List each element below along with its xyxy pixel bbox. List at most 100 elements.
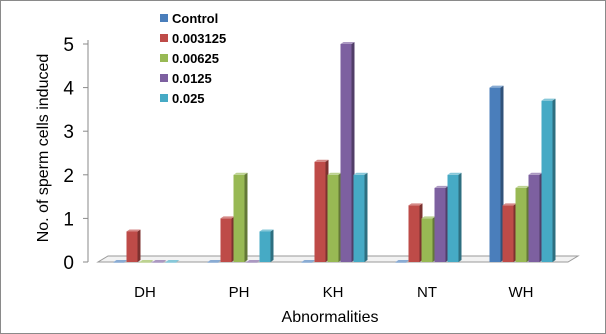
bar [353, 172, 368, 262]
y-tick-label: 1 [63, 209, 74, 230]
y-tick-label: 4 [63, 79, 74, 100]
y-axis-label: No. of sperm cells induced [35, 54, 52, 243]
bar [421, 216, 436, 262]
bar [502, 203, 517, 262]
bar [152, 260, 167, 263]
bar [301, 260, 316, 263]
bar-front [220, 218, 232, 262]
bar-front [395, 262, 407, 263]
bar-top [207, 260, 222, 262]
bar-front [139, 262, 151, 263]
bar-front [126, 231, 138, 262]
legend-swatch [160, 94, 168, 102]
bar-side [270, 229, 274, 262]
bar-front [259, 231, 271, 262]
bar [246, 260, 261, 263]
bars-group [113, 42, 556, 263]
legend-swatch [160, 54, 168, 62]
bar [395, 260, 410, 263]
y-tick-label: 2 [63, 166, 74, 187]
bar-side [552, 98, 556, 263]
bar-top [113, 260, 128, 262]
bar-front [541, 100, 553, 263]
bar-top [152, 260, 167, 262]
bar-front [152, 262, 164, 263]
bar [408, 203, 423, 262]
bar-top [447, 172, 462, 175]
bar-front [353, 174, 365, 262]
bar-side [458, 172, 462, 262]
bar-top [126, 229, 141, 232]
bar [434, 185, 449, 262]
bar [541, 98, 556, 263]
legend: Control 0.003125 0.00625 0.0125 0.025 [160, 11, 226, 106]
bar-top [528, 172, 543, 175]
x-tick-label: KH [323, 284, 344, 301]
x-tick-label: DH [134, 284, 156, 301]
bar-side [137, 229, 141, 262]
bar-front [434, 187, 446, 262]
bar-top [220, 216, 235, 219]
bar [126, 229, 141, 262]
bar [340, 42, 355, 262]
bar-top [259, 229, 274, 232]
bar [447, 172, 462, 262]
legend-label: 0.0125 [172, 71, 212, 86]
bar [113, 260, 128, 263]
bar-front [207, 262, 219, 263]
bar-top [327, 172, 342, 175]
x-axis: DH PH KH NT WH [134, 284, 533, 301]
bar-top [246, 260, 261, 262]
bar-front [421, 218, 433, 262]
bar-top [233, 172, 248, 175]
bar [314, 159, 329, 262]
bar-top [395, 260, 410, 262]
bar [259, 229, 274, 262]
y-tick-label: 3 [63, 122, 74, 143]
bar-top [489, 85, 504, 88]
bar-front [246, 262, 258, 263]
bar-front [165, 262, 177, 263]
bar-front [489, 87, 501, 262]
bar-top [434, 185, 449, 188]
legend-label: 0.00625 [172, 51, 219, 66]
bar-top [421, 216, 436, 219]
legend-swatch [160, 14, 168, 22]
x-axis-label: Abnormalities [282, 309, 379, 326]
bar-top [515, 185, 530, 188]
y-axis: 0 1 2 3 4 5 [63, 35, 89, 274]
x-tick-label: WH [509, 284, 534, 301]
bar [139, 260, 154, 263]
bar-front [301, 262, 313, 263]
bar [528, 172, 543, 262]
legend-label: Control [172, 11, 218, 26]
legend-swatch [160, 74, 168, 82]
bar-front [340, 44, 352, 262]
bar-front [327, 174, 339, 262]
bar-front [515, 187, 527, 262]
bar-front [113, 262, 125, 263]
bar-front [528, 174, 540, 262]
bar-top [301, 260, 316, 262]
bar-top [541, 98, 556, 101]
legend-label: 0.003125 [172, 31, 226, 46]
legend-label: 0.025 [172, 91, 205, 106]
bar-top [353, 172, 368, 175]
bar-side [364, 172, 368, 262]
bar-top [165, 260, 180, 262]
bar-front [233, 174, 245, 262]
legend-swatch [160, 34, 168, 42]
bar-top [340, 42, 355, 44]
bar [165, 260, 180, 263]
bar-top [408, 203, 423, 206]
bar-top [502, 203, 517, 206]
bar-front [447, 174, 459, 262]
x-tick-label: PH [229, 284, 250, 301]
y-tick-label: 5 [63, 35, 74, 56]
bar-front [408, 205, 420, 262]
bar [207, 260, 222, 263]
bar [515, 185, 530, 262]
bar [220, 216, 235, 262]
